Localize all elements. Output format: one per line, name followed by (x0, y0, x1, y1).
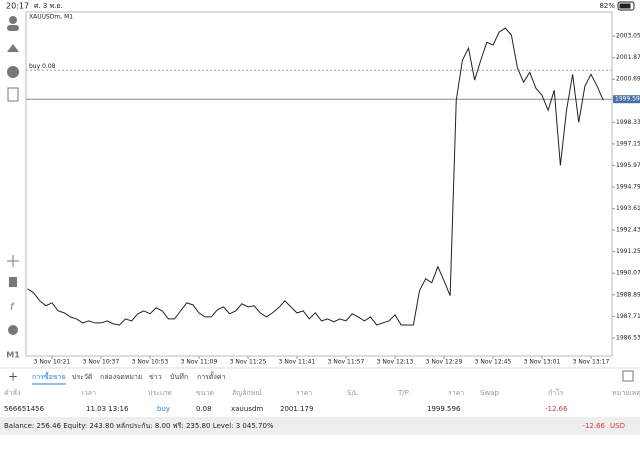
chart-frame (25, 11, 613, 357)
cell: xauusdm (231, 405, 263, 413)
x-tick-label: 3 Nov 10:53 (132, 359, 169, 366)
tab[interactable]: การตั้งค่า (197, 370, 226, 381)
account-summary: Balance: 256.46 Equity: 243.80 หลักประกั… (4, 422, 274, 430)
order-label: buy 0.08 (29, 63, 56, 70)
y-tick-label: 1991.250 (616, 248, 640, 255)
column-header: T/P (397, 389, 409, 397)
x-tick-label: 3 Nov 13:17 (573, 359, 610, 366)
battery-icon (617, 1, 635, 11)
tab[interactable]: การซื้อขาย (32, 370, 66, 381)
tabs: การซื้อขาย ประวัติ กล่องจดหมาย ข่าว บันทึก กา… (32, 370, 226, 385)
y-tick-label: 1995.970 (616, 162, 640, 169)
cell: 0.08 (196, 405, 212, 413)
price-axis: 2003.050 2001.870 2000.690 1998.330 1997.150… (34, 33, 640, 366)
battery-fill (619, 3, 631, 9)
y-tick-label: 1987.710 (616, 313, 640, 320)
x-tick-label: 3 Nov 12:29 (426, 359, 463, 366)
cell: -12.66 (545, 405, 568, 413)
cell: 2001.179 (280, 405, 313, 413)
timeframe[interactable]: M1 (6, 351, 20, 360)
column-header: ประเภท (148, 389, 172, 397)
column-header: กำไร (548, 388, 564, 397)
battery-level: 82% (599, 2, 615, 10)
layout-icon[interactable] (622, 370, 634, 382)
x-tick-label: 3 Nov 13:01 (524, 359, 561, 366)
tab[interactable]: กล่องจดหมาย (100, 373, 142, 381)
candle-icon[interactable] (9, 277, 17, 287)
column-header: หมายเหตุ (612, 389, 640, 397)
y-tick-label: 1998.330 (616, 119, 640, 126)
y-tick-label: 2001.870 (616, 54, 640, 61)
column-header: ราคา (296, 389, 312, 397)
x-tick-label: 3 Nov 10:37 (83, 359, 120, 366)
chat-icon[interactable] (7, 66, 19, 78)
price-label-bg (613, 95, 640, 104)
currency: USD (610, 422, 625, 430)
cell[interactable]: 566651456 (4, 405, 45, 413)
left-toolbar: f (7, 16, 19, 335)
cell: 11.03 13:16 (86, 405, 129, 413)
account-icon-body (7, 25, 19, 31)
x-tick-label: 3 Nov 10:21 (34, 359, 71, 366)
y-tick-label: 1994.790 (616, 184, 640, 191)
column-header: เวลา (81, 389, 96, 397)
crosshair-icon[interactable] (7, 255, 19, 267)
new-order-icon[interactable] (7, 87, 19, 102)
trade-icon[interactable] (7, 44, 19, 52)
y-tick-label: 1990.070 (616, 270, 640, 277)
y-tick-label: 1986.530 (616, 334, 640, 341)
plot: buy 0.08 (26, 27, 612, 326)
add-button[interactable]: + (8, 370, 18, 384)
objects-icon[interactable] (8, 325, 18, 335)
y-tick-label: 1997.150 (616, 140, 640, 147)
price-line-series (27, 27, 604, 326)
column-header: ขนาด (196, 389, 214, 397)
status-time: 20:17 (6, 2, 29, 11)
total-profit: -12.66 (582, 422, 605, 430)
column-header: สัญลักษณ์ (232, 389, 262, 397)
tab[interactable]: ประวัติ (72, 373, 93, 381)
tab[interactable]: ข่าว (149, 373, 162, 381)
tab[interactable]: บันทึก (170, 372, 188, 381)
y-tick-label: 1988.890 (616, 291, 640, 298)
x-tick-label: 3 Nov 11:25 (230, 359, 267, 366)
column-header: Swap (480, 389, 499, 397)
trade-table: คำสั่ง เวลา ประเภท ขนาด สัญลักษณ์ ราคา S/L T/P ร… (4, 388, 640, 413)
footer-bg (0, 417, 640, 435)
y-tick-label: 1993.610 (616, 205, 640, 212)
x-tick-label: 3 Nov 11:57 (328, 359, 365, 366)
column-header: คำสั่ง (4, 388, 20, 397)
price-label: 1999.596 (615, 96, 640, 103)
x-tick-label: 3 Nov 12:45 (475, 359, 512, 366)
cell: buy (157, 405, 170, 413)
y-tick-label: 1992.430 (616, 227, 640, 234)
chart-title: XAUUSDm, M1 (29, 14, 73, 21)
y-tick-label: 2003.050 (616, 33, 640, 40)
y-tick-label: 2000.690 (616, 76, 640, 83)
x-tick-label: 3 Nov 11:41 (279, 359, 316, 366)
indicator-icon[interactable]: f (10, 302, 15, 313)
column-header: ราคา (448, 389, 464, 397)
account-icon[interactable] (9, 16, 17, 24)
x-tick-label: 3 Nov 12:13 (377, 359, 414, 366)
column-header: S/L (347, 389, 358, 397)
x-tick-label: 3 Nov 11:09 (181, 359, 218, 366)
status-date: ศ. 3 พ.ย. (34, 2, 63, 10)
cell: 1999.596 (427, 405, 461, 413)
